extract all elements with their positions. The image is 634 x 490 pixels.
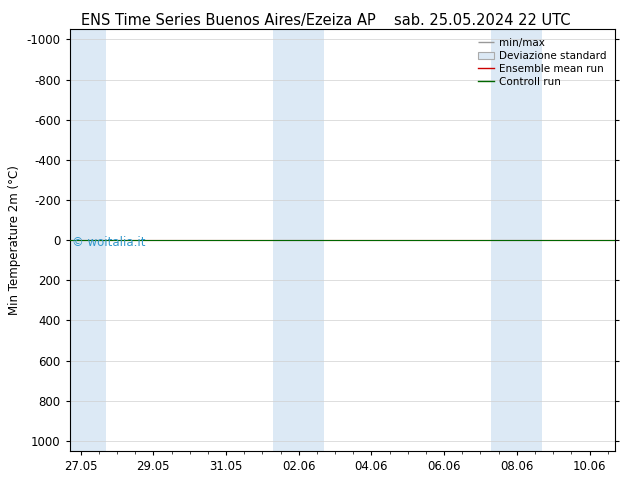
Bar [491, 29, 542, 451]
Bar [70, 29, 106, 451]
Legend: min/max, Deviazione standard, Ensemble mean run, Controll run: min/max, Deviazione standard, Ensemble m… [476, 35, 610, 90]
Text: © woitalia.it: © woitalia.it [72, 236, 146, 249]
Y-axis label: Min Temperature 2m (°C): Min Temperature 2m (°C) [8, 165, 21, 315]
Text: ENS Time Series Buenos Aires/Ezeiza AP: ENS Time Series Buenos Aires/Ezeiza AP [81, 13, 375, 28]
Bar [273, 29, 324, 451]
Text: sab. 25.05.2024 22 UTC: sab. 25.05.2024 22 UTC [394, 13, 570, 28]
